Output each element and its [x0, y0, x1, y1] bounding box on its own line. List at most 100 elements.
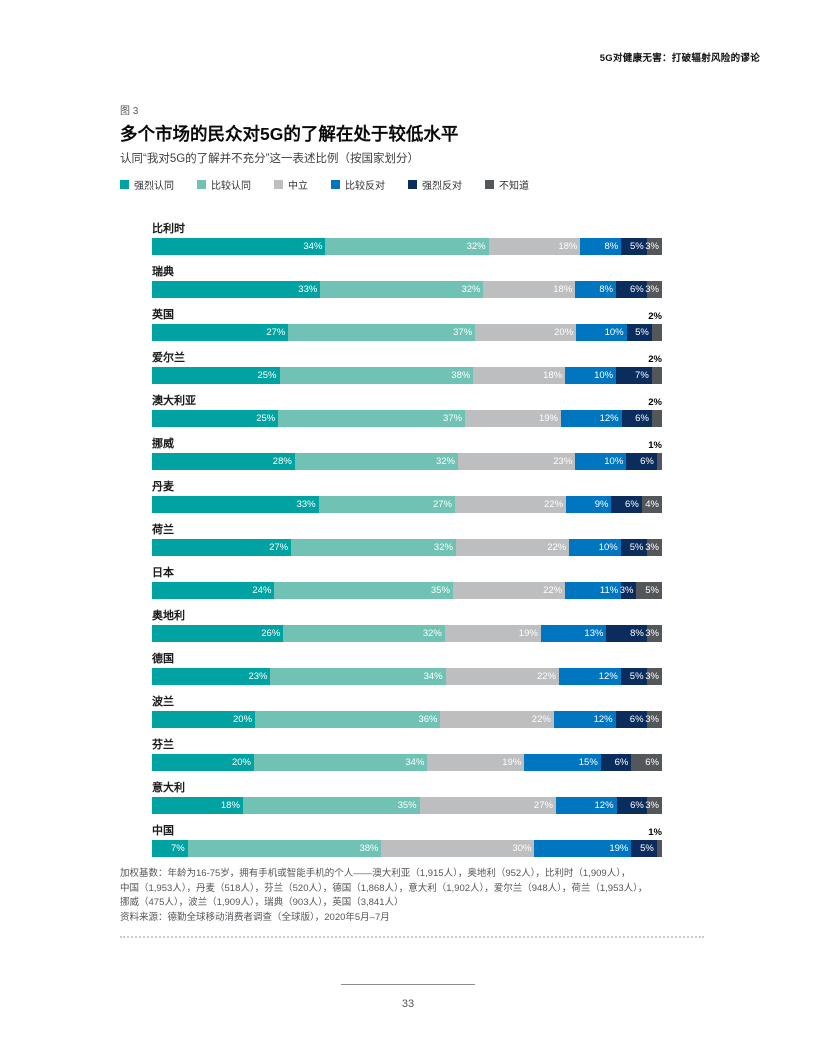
bar-segment: 27% — [419, 797, 556, 814]
segment-value-label: 25% — [257, 370, 277, 381]
segment-value-label: 7% — [635, 370, 649, 381]
row-header: 芬兰 — [152, 738, 662, 752]
segment-value-label: 5% — [640, 843, 654, 854]
weighted-base-line: 挪威（475人），波兰（1,909人），瑞典（903人），英国（3,841人） — [120, 897, 404, 909]
row-header: 比利时 — [152, 222, 662, 236]
segment-value-label: 20% — [231, 757, 251, 768]
bar-segment — [656, 453, 662, 470]
legend-item: 比较认同 — [197, 177, 251, 192]
segment-value-label: 4% — [645, 499, 659, 510]
country-label: 波兰 — [152, 696, 174, 708]
bar-segment: 35% — [274, 582, 453, 599]
bar-segment: 22% — [440, 711, 554, 728]
figure-label: 图 3 — [120, 106, 139, 117]
segment-value-label: 37% — [443, 413, 463, 424]
stacked-bar: 20% 36% 22% 12% 6% 3% — [152, 711, 662, 728]
bar-segment: 19% — [427, 754, 525, 771]
bar-segment: 5% — [621, 238, 647, 255]
bar-segment: 6% — [616, 281, 647, 298]
legend-swatch — [197, 180, 206, 189]
bar-segment: 3% — [645, 238, 662, 255]
segment-value-label: 5% — [645, 585, 659, 596]
bar-segment: 10% — [576, 324, 627, 341]
stacked-bar: 25% 38% 18% 10% 7% — [152, 367, 662, 384]
overflow-value-label: 1% — [648, 827, 662, 838]
chart-row: 德国 23% 34% 22% 12% 5% 3% — [152, 652, 662, 685]
chart-row: 丹麦 33% 27% 22% 9% 6% 4% — [152, 480, 662, 513]
stacked-bar: 27% 37% 20% 10% 5% — [152, 324, 662, 341]
bar-segment: 22% — [454, 496, 567, 513]
legend-label: 强烈认同 — [134, 181, 174, 192]
bar-segment: 20% — [152, 754, 254, 771]
stacked-bar: 7% 38% 30% 19% 5% — [152, 840, 662, 857]
country-label: 中国 — [152, 825, 174, 837]
chart-row: 瑞典 33% 32% 18% 8% 6% 3% — [152, 265, 662, 298]
legend-swatch — [408, 180, 417, 189]
bar-segment: 6% — [631, 754, 662, 771]
stacked-bar: 20% 34% 19% 15% 6% 6% — [152, 754, 662, 771]
segment-value-label: 12% — [598, 671, 618, 682]
segment-value-label: 22% — [536, 671, 556, 682]
segment-value-label: 12% — [593, 714, 613, 725]
bar-segment: 32% — [294, 453, 458, 470]
chart-row: 爱尔兰 2% 25% 38% 18% 10% 7% — [152, 351, 662, 384]
bar-segment: 6% — [626, 453, 657, 470]
segment-value-label: 36% — [418, 714, 438, 725]
segment-value-label: 7% — [170, 843, 185, 854]
segment-value-label: 5% — [629, 241, 644, 252]
segment-value-label: 32% — [433, 542, 453, 553]
bar-segment: 38% — [187, 840, 382, 857]
segment-value-label: 20% — [233, 714, 253, 725]
segment-value-label: 37% — [453, 327, 473, 338]
segment-value-label: 8% — [599, 284, 614, 295]
bar-segment: 3% — [645, 539, 662, 556]
segment-value-label: 22% — [543, 585, 563, 596]
segment-value-label: 18% — [553, 284, 573, 295]
chart-row: 澳大利亚 2% 25% 37% 19% 12% 6% — [152, 394, 662, 427]
bar-segment: 10% — [575, 453, 627, 470]
chart-subtitle: 认同“我对5G的了解并不充分”这一表述比例（按国家划分） — [120, 153, 419, 165]
stacked-bar: 34% 32% 18% 8% 5% 3% — [152, 238, 662, 255]
segment-value-label: 32% — [422, 628, 442, 639]
row-header: 澳大利亚 2% — [152, 394, 662, 408]
chart-row: 英国 2% 27% 37% 20% 10% 5% — [152, 308, 662, 341]
segment-value-label: 3% — [645, 671, 659, 682]
bar-segment: 6% — [616, 797, 647, 814]
country-label: 意大利 — [152, 782, 185, 794]
bar-segment: 5% — [626, 324, 652, 341]
country-label: 比利时 — [152, 223, 185, 235]
legend-item: 强烈反对 — [408, 177, 462, 192]
segment-value-label: 33% — [298, 284, 318, 295]
bar-segment: 23% — [152, 668, 271, 685]
country-label: 挪威 — [152, 438, 174, 450]
segment-value-label: 3% — [645, 241, 659, 252]
segment-value-label: 18% — [558, 241, 578, 252]
chart-row: 日本 24% 35% 22% 11% 3% 5% — [152, 566, 662, 599]
segment-value-label: 12% — [599, 413, 619, 424]
bar-segment: 3% — [645, 797, 662, 814]
country-label: 丹麦 — [152, 481, 174, 493]
country-label: 芬兰 — [152, 739, 174, 751]
row-header: 中国 1% — [152, 824, 662, 838]
segment-value-label: 34% — [405, 757, 425, 768]
legend-swatch — [120, 180, 129, 189]
segment-value-label: 19% — [609, 843, 629, 854]
bar-segment: 23% — [457, 453, 576, 470]
segment-value-label: 6% — [629, 714, 644, 725]
bar-segment: 32% — [325, 238, 489, 255]
segment-value-label: 6% — [645, 757, 659, 768]
stacked-bar-chart: 比利时 34% 32% 18% 8% 5% 3% 瑞典 33% 32% 18% 8% 6% 3% 英国 2% 2… — [152, 222, 662, 867]
segment-value-label: 5% — [629, 542, 644, 553]
bar-segment: 10% — [565, 367, 617, 384]
chart-row: 中国 1% 7% 38% 30% 19% 5% — [152, 824, 662, 857]
legend-item: 强烈认同 — [120, 177, 174, 192]
bar-segment: 6% — [621, 410, 652, 427]
bar-segment: 10% — [569, 539, 621, 556]
row-header: 爱尔兰 2% — [152, 351, 662, 365]
segment-value-label: 23% — [553, 456, 573, 467]
segment-value-label: 34% — [423, 671, 443, 682]
legend-label: 中立 — [288, 181, 308, 192]
segment-value-label: 10% — [604, 456, 624, 467]
segment-value-label: 6% — [630, 800, 644, 811]
